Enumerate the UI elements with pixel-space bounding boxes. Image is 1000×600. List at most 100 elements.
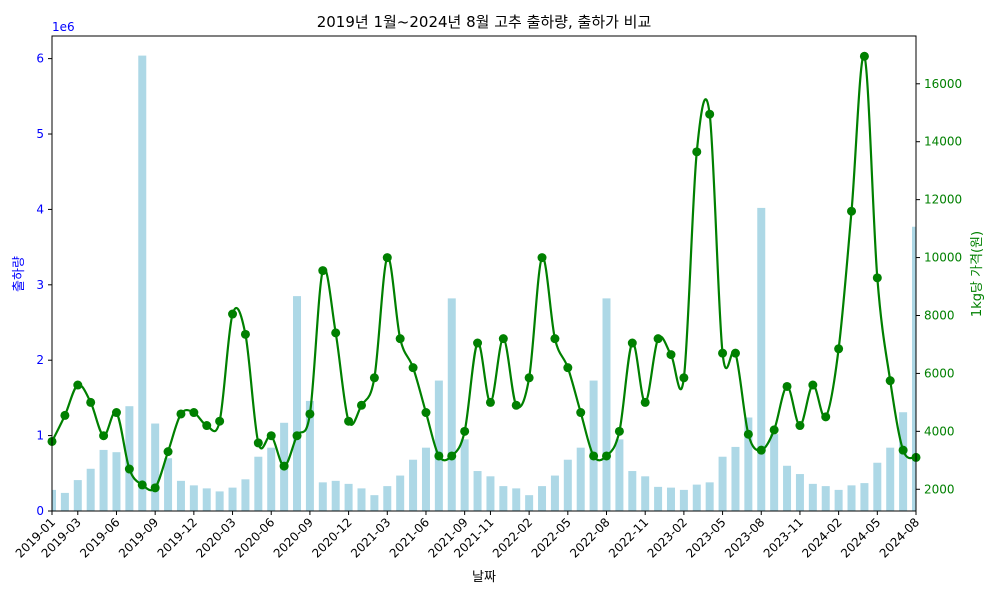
price-point <box>111 408 121 418</box>
price-point <box>705 109 715 119</box>
bar <box>847 485 856 511</box>
bar <box>757 207 766 511</box>
price-line-series <box>47 51 921 493</box>
x-tick-label: 2022-11 <box>606 515 651 560</box>
bar <box>589 380 598 511</box>
price-point <box>640 397 650 407</box>
x-tick-label: 2024-02 <box>799 515 844 560</box>
price-point <box>73 380 83 390</box>
price-point <box>743 429 753 439</box>
price-point <box>382 253 392 263</box>
x-tick-label: 2019-09 <box>116 515 161 560</box>
price-point <box>60 410 70 420</box>
bar <box>602 298 611 511</box>
bar <box>692 484 701 511</box>
bar <box>808 483 817 511</box>
bar <box>460 439 469 511</box>
y-left-tick-label: 1 <box>36 429 44 443</box>
price-point <box>318 266 328 276</box>
bar <box>499 486 508 511</box>
price-point <box>511 400 521 410</box>
y-right-tick-label: 12000 <box>924 193 962 207</box>
x-tick-label: 2021-03 <box>348 515 393 560</box>
x-tick-label: 2022-02 <box>490 515 535 560</box>
bar <box>254 456 263 511</box>
price-point <box>498 334 508 344</box>
price-point <box>834 344 844 354</box>
bar <box>357 488 366 511</box>
y-left-tick-label: 3 <box>36 278 44 292</box>
bar <box>525 495 534 511</box>
price-point <box>189 408 199 418</box>
price-point <box>395 334 405 344</box>
price-point <box>240 329 250 339</box>
price-point <box>782 381 792 391</box>
bar <box>151 423 160 511</box>
y-right-tick-label: 10000 <box>924 251 962 265</box>
bar <box>512 488 521 511</box>
bar <box>666 487 675 511</box>
price-point <box>253 438 263 448</box>
price-point <box>408 363 418 373</box>
bar <box>409 459 418 511</box>
x-tick-label: 2023-08 <box>722 515 767 560</box>
bar <box>886 447 895 511</box>
x-tick-label: 2024-08 <box>877 515 922 560</box>
y-right-tick-label: 4000 <box>924 424 955 438</box>
price-point <box>292 431 302 441</box>
y-right-tick-label: 6000 <box>924 366 955 380</box>
price-point <box>550 334 560 344</box>
price-point <box>369 373 379 383</box>
bar <box>215 491 224 511</box>
x-tick-label: 2024-05 <box>838 515 883 560</box>
price-point <box>86 397 96 407</box>
bar <box>821 486 830 511</box>
bar <box>860 483 869 511</box>
x-tick-label: 2020-09 <box>271 515 316 560</box>
y-axis-left-label: 출하량 <box>12 256 27 292</box>
bar <box>189 485 198 511</box>
price-point <box>215 416 225 426</box>
bar <box>641 476 650 511</box>
price-point <box>485 397 495 407</box>
bar <box>176 480 185 511</box>
bar <box>396 475 405 511</box>
bar <box>241 479 250 511</box>
price-point <box>718 348 728 358</box>
x-tick-label: 2023-05 <box>683 515 728 560</box>
bar <box>370 495 379 511</box>
bar <box>138 55 147 511</box>
x-tick-label: 2020-06 <box>232 515 277 560</box>
bar <box>228 487 237 511</box>
price-point <box>898 445 908 455</box>
price-point <box>176 409 186 419</box>
price-point <box>99 431 109 441</box>
price-point <box>163 447 173 457</box>
bar <box>447 298 456 511</box>
y-left-tick-label: 2 <box>36 353 44 367</box>
bar <box>202 488 211 511</box>
bar <box>421 447 430 511</box>
x-tick-label: 2023-11 <box>761 515 806 560</box>
x-tick-label: 2023-02 <box>645 515 690 560</box>
x-tick-label: 2021-06 <box>387 515 432 560</box>
bar <box>770 434 779 511</box>
y-right-tick-label: 2000 <box>924 482 955 496</box>
price-point <box>344 416 354 426</box>
left-axis-offset-label: 1e6 <box>52 20 75 34</box>
price-point <box>202 421 212 431</box>
y-left-tick-label: 5 <box>36 127 44 141</box>
bar <box>705 482 714 511</box>
bar <box>834 489 843 511</box>
x-tick-label: 2019-06 <box>77 515 122 560</box>
y-axis-right-label: 1kg당 가격(원) <box>970 231 985 317</box>
price-point <box>524 373 534 383</box>
bar <box>486 476 495 511</box>
bar <box>899 412 908 511</box>
bar <box>473 471 482 511</box>
bar <box>267 447 276 511</box>
price-point <box>421 408 431 418</box>
bar <box>344 483 353 511</box>
bar <box>293 296 302 511</box>
